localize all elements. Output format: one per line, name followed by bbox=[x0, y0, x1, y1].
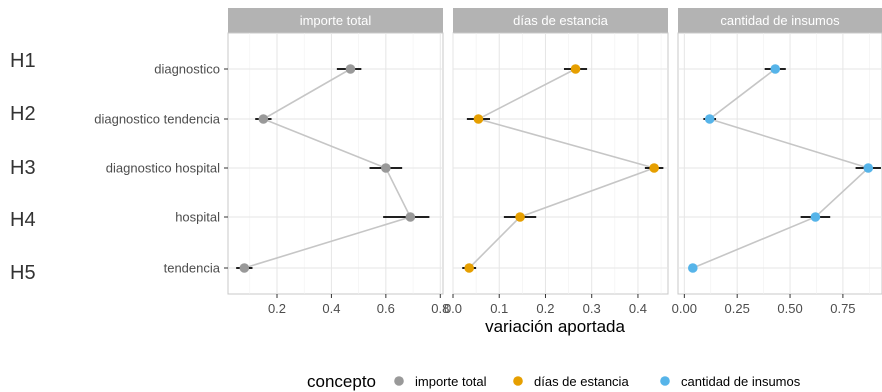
data-point bbox=[405, 212, 416, 222]
legend-label: días de estancia bbox=[534, 374, 629, 389]
legend-label: importe total bbox=[415, 374, 487, 389]
x-tick-label: 0.4 bbox=[629, 301, 647, 316]
facet-strip-label: cantidad de insumos bbox=[720, 13, 840, 28]
legend-key bbox=[660, 376, 670, 386]
legend-label: cantidad de insumos bbox=[681, 374, 801, 389]
x-axis-title: variación aportada bbox=[485, 317, 625, 336]
legend-key bbox=[513, 376, 523, 386]
data-point bbox=[570, 64, 581, 74]
x-tick-label: 0.4 bbox=[322, 301, 340, 316]
facet-strip bbox=[228, 8, 443, 33]
facet-strip-label: días de estancia bbox=[513, 13, 608, 28]
x-tick-label: 0.2 bbox=[536, 301, 554, 316]
x-tick-label: 0.1 bbox=[490, 301, 508, 316]
data-point bbox=[649, 163, 659, 173]
data-point bbox=[345, 64, 356, 74]
row-label: H2 bbox=[10, 103, 36, 125]
x-tick-label: 0.75 bbox=[830, 301, 855, 316]
x-tick-label: 0.2 bbox=[268, 301, 286, 316]
y-tick-label: tendencia bbox=[164, 261, 221, 276]
data-point bbox=[258, 114, 269, 124]
row-label: H4 bbox=[10, 209, 36, 231]
data-point bbox=[863, 163, 874, 173]
data-point bbox=[515, 212, 525, 222]
x-tick-label: 0.50 bbox=[777, 301, 802, 316]
data-point bbox=[473, 114, 484, 124]
data-point bbox=[687, 263, 698, 273]
data-point bbox=[770, 64, 781, 74]
x-tick-label: 0.0 bbox=[444, 301, 462, 316]
panel-background bbox=[677, 32, 882, 295]
row-label: H3 bbox=[10, 157, 36, 179]
y-tick-label: hospital bbox=[175, 210, 220, 225]
facet-strip bbox=[678, 8, 882, 33]
facet-strip-label: importe total bbox=[300, 13, 372, 28]
y-tick-label: diagnostico hospital bbox=[106, 161, 220, 176]
y-tick-label: diagnostico bbox=[154, 62, 220, 77]
row-label: H5 bbox=[10, 262, 36, 284]
facet-strip bbox=[453, 8, 668, 33]
x-tick-label: 0.25 bbox=[725, 301, 750, 316]
data-point bbox=[239, 263, 250, 273]
y-tick-label: diagnostico tendencia bbox=[94, 112, 221, 127]
data-point bbox=[464, 263, 474, 273]
x-tick-label: 0.3 bbox=[583, 301, 601, 316]
legend-title: concepto bbox=[307, 372, 376, 391]
legend-key bbox=[394, 376, 404, 386]
data-point bbox=[704, 114, 715, 124]
x-tick-label: 0.00 bbox=[672, 301, 697, 316]
x-tick-label: 0.8 bbox=[431, 301, 449, 316]
row-label: H1 bbox=[10, 50, 36, 72]
data-point bbox=[381, 163, 391, 173]
data-point bbox=[810, 212, 821, 222]
panel-background bbox=[227, 32, 444, 295]
x-tick-label: 0.6 bbox=[377, 301, 395, 316]
